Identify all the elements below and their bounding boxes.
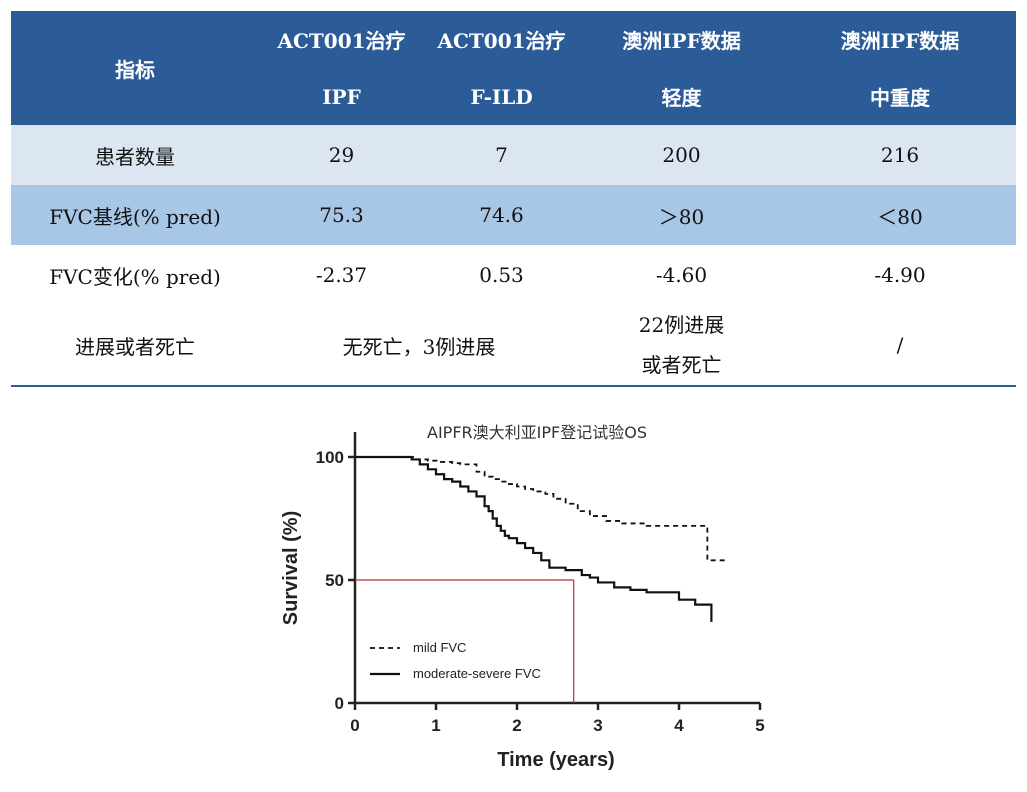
chart-title: AIPFR澳大利亚IPF登记试验OS bbox=[427, 423, 647, 442]
header-indicator: 指标 bbox=[115, 57, 155, 82]
header-act001-fild-top: ACT001治疗 bbox=[437, 29, 566, 53]
header-aus-mild-top: 澳洲IPF数据 bbox=[622, 29, 741, 53]
table-cell: 7 bbox=[495, 143, 508, 167]
table-cell: 0.53 bbox=[479, 263, 524, 287]
x-axis-title: Time (years) bbox=[497, 749, 614, 771]
table-cell: -4.60 bbox=[655, 263, 708, 287]
y-tick-label: 50 bbox=[325, 571, 344, 590]
header-mild: 轻度 bbox=[661, 86, 702, 110]
table-cell: -4.90 bbox=[874, 263, 926, 287]
x-tick-label: 5 bbox=[755, 716, 764, 735]
table-cell: 200 bbox=[662, 143, 701, 167]
header-aus-severe-top: 澳洲IPF数据 bbox=[840, 29, 960, 53]
table-row: 患者数量 29 7 200 216 bbox=[11, 125, 1016, 185]
cell-line: 或者死亡 bbox=[641, 353, 722, 377]
header-moderate-severe: 中重度 bbox=[870, 86, 930, 110]
table-cell: / bbox=[784, 305, 1016, 387]
table-cell: -2.37 bbox=[315, 263, 368, 287]
table-cell: ＞80 bbox=[658, 204, 705, 229]
y-axis-title: Survival (%) bbox=[280, 511, 302, 625]
data-table: 指标 ACT001治疗 ACT001治疗 澳洲IPF数据 澳洲IPF数据 IPF… bbox=[11, 11, 1016, 387]
mild-fvc-curve bbox=[355, 456, 728, 562]
row-label: FVC基线(% pred) bbox=[49, 204, 221, 229]
header-row-1: 指标 ACT001治疗 ACT001治疗 澳洲IPF数据 澳洲IPF数据 bbox=[11, 11, 1016, 82]
table-row: FVC基线(% pred) 75.3 74.6 ＞80 ＜80 bbox=[11, 185, 1016, 245]
table-cell: ＜80 bbox=[877, 204, 923, 229]
comparison-table: 指标 ACT001治疗 ACT001治疗 澳洲IPF数据 澳洲IPF数据 IPF… bbox=[11, 11, 1016, 387]
series-group bbox=[355, 455, 728, 622]
legend-label: mild FVC bbox=[413, 640, 466, 655]
legend-label: moderate-severe FVC bbox=[413, 666, 541, 681]
table-row: 进展或者死亡 无死亡，3例进展 22例进展 或者死亡 / bbox=[11, 305, 1016, 387]
y-tick-label: 0 bbox=[335, 694, 344, 713]
table-cell: 74.6 bbox=[479, 203, 524, 227]
x-tick-label: 2 bbox=[512, 716, 521, 735]
x-tick-label: 0 bbox=[350, 716, 359, 735]
merged-cell: 无死亡，3例进展 bbox=[259, 305, 579, 387]
table-cell: 22例进展 或者死亡 bbox=[579, 305, 784, 387]
table-cell: 216 bbox=[880, 143, 920, 167]
header-ipf: IPF bbox=[322, 84, 361, 109]
reference-lines bbox=[355, 579, 575, 703]
moderate-severe-fvc-curve bbox=[355, 455, 713, 622]
table-cell: 29 bbox=[328, 143, 355, 167]
row-label: 患者数量 bbox=[95, 144, 175, 169]
table-row: FVC变化(% pred) -2.37 0.53 -4.60 -4.90 bbox=[11, 245, 1016, 305]
header-fild: F-ILD bbox=[470, 84, 533, 109]
x-tick-label: 1 bbox=[431, 716, 440, 735]
x-tick-label: 4 bbox=[674, 716, 684, 735]
table-cell: 75.3 bbox=[319, 203, 364, 227]
y-tick-label: 100 bbox=[316, 448, 344, 467]
row-label: 进展或者死亡 bbox=[11, 305, 259, 387]
header-act001-ipf-top: ACT001治疗 bbox=[277, 29, 406, 53]
row-label: FVC变化(% pred) bbox=[49, 264, 221, 289]
legend: mild FVC moderate-severe FVC bbox=[370, 640, 541, 681]
x-tick-label: 3 bbox=[593, 716, 602, 735]
cell-line: 22例进展 bbox=[638, 313, 725, 337]
